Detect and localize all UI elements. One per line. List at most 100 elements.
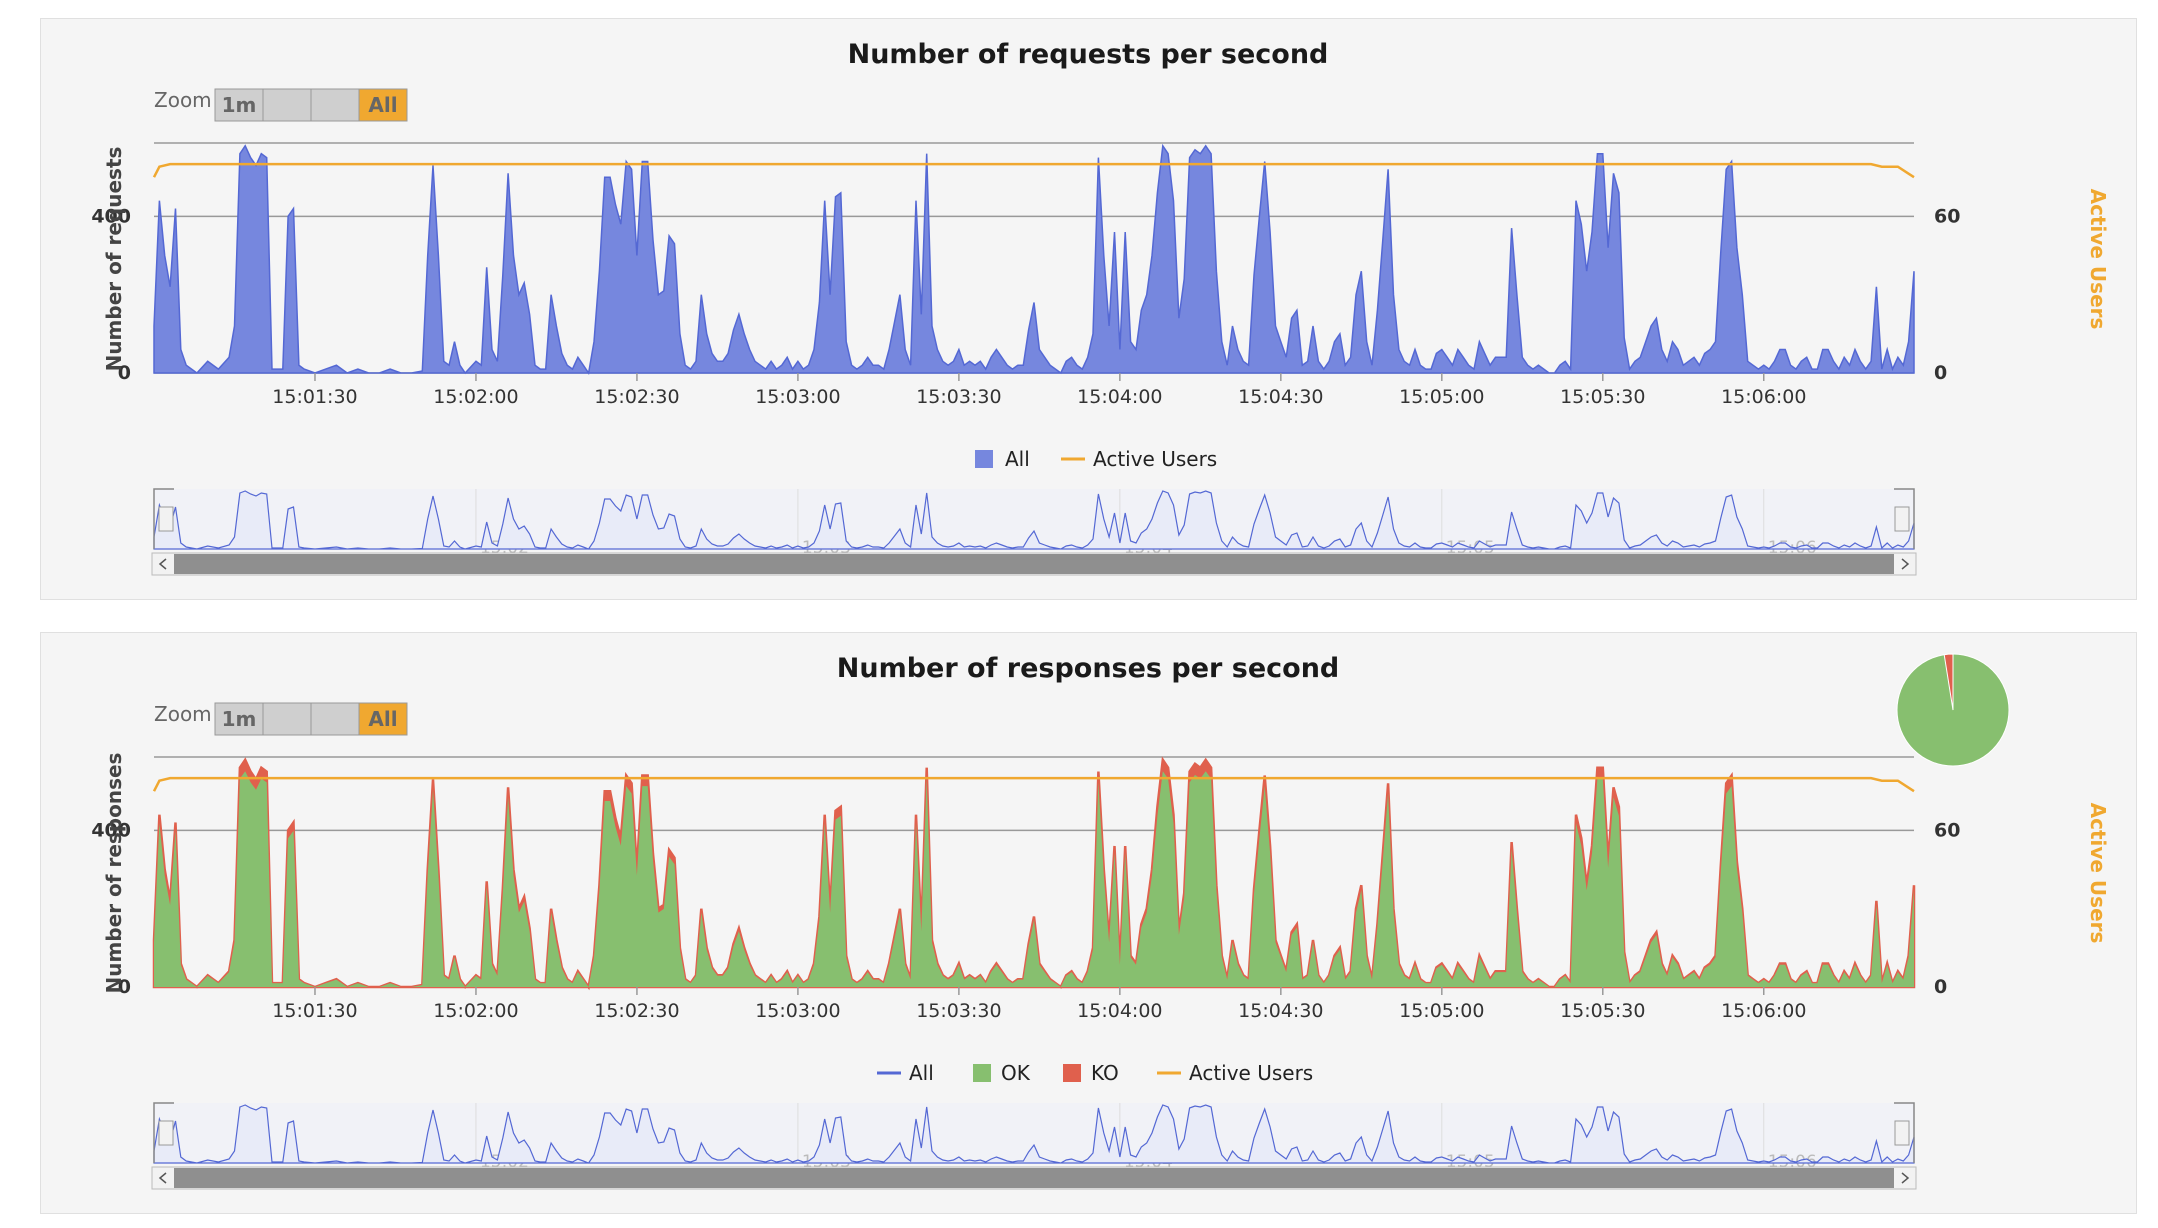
scrollbar-left-arrow-icon[interactable] bbox=[158, 558, 167, 570]
zoom-button-bg[interactable] bbox=[310, 88, 360, 122]
x-tick-label: 15:05:30 bbox=[1560, 386, 1645, 408]
zoom-button-bg[interactable] bbox=[262, 88, 312, 122]
series-active-users-line bbox=[152, 162, 1915, 179]
x-tick-label: 15:04:30 bbox=[1238, 386, 1323, 408]
zoom-button-bg[interactable] bbox=[358, 702, 408, 736]
zoom-button-bg[interactable] bbox=[262, 702, 312, 736]
x-tick-label: 15:01:30 bbox=[272, 1000, 357, 1022]
legend: All Active Users bbox=[975, 447, 1217, 471]
zoom-button-bg[interactable] bbox=[214, 702, 264, 736]
requests-chart: Number of requests per second Zoom 1m All 0 4… bbox=[91, 39, 2110, 576]
pie-slice-ko bbox=[1943, 653, 1954, 711]
x-tick-label: 15:05:30 bbox=[1560, 1000, 1645, 1022]
legend-label-active-users: Active Users bbox=[1093, 447, 1217, 471]
y2-tick-label: 60 bbox=[1934, 819, 1960, 841]
zoom-label: Zoom bbox=[154, 88, 212, 112]
x-tick-label: 15:01:30 bbox=[272, 386, 357, 408]
y-tick-label: 400 bbox=[91, 819, 131, 841]
navigator-outline-left bbox=[153, 1102, 174, 1163]
navigator-outline-right bbox=[1894, 488, 1915, 549]
zoom-label: Zoom bbox=[154, 702, 212, 726]
requests-panel: Number of requests per second Zoom 1m All 0 4… bbox=[40, 18, 2137, 600]
zoom-control: Zoom 1m All bbox=[154, 88, 408, 122]
x-tick-label: 15:03:00 bbox=[755, 1000, 840, 1022]
zoom-button-blank-2[interactable] bbox=[310, 88, 360, 122]
zoom-button-1m[interactable]: 1m bbox=[214, 88, 264, 122]
y2-tick-label: 0 bbox=[1934, 362, 1947, 384]
ok-ko-pie bbox=[1896, 653, 2010, 767]
navigator-series bbox=[153, 490, 1915, 550]
zoom-button-bg[interactable] bbox=[358, 88, 408, 122]
zoom-button-label: All bbox=[368, 93, 397, 117]
scrollbar-left-arrow-icon[interactable] bbox=[158, 1172, 167, 1184]
x-tick-label: 15:03:30 bbox=[916, 1000, 1001, 1022]
x-tick-label: 15:03:00 bbox=[755, 386, 840, 408]
zoom-button-blank-1[interactable] bbox=[262, 88, 312, 122]
zoom-control: Zoom 1m All bbox=[154, 702, 408, 736]
navigator-handle-left[interactable] bbox=[158, 506, 174, 532]
scrollbar-right-arrow-icon[interactable] bbox=[1901, 558, 1910, 570]
legend-label-all: All bbox=[909, 1061, 934, 1085]
responses-panel: Number of responses per second Zoom 1m All 0… bbox=[40, 632, 2137, 1214]
y2-tick-label: 0 bbox=[1934, 976, 1947, 998]
zoom-button-bg[interactable] bbox=[310, 702, 360, 736]
zoom-button-All[interactable]: All bbox=[358, 702, 408, 736]
x-tick-label: 15:05:00 bbox=[1399, 386, 1484, 408]
x-tick-label: 15:06:00 bbox=[1721, 1000, 1806, 1022]
legend-label-ok: OK bbox=[1001, 1061, 1031, 1085]
x-tick-label: 15:02:30 bbox=[594, 386, 679, 408]
legend-swatch-ok bbox=[973, 1064, 991, 1082]
scrollbar-thumb[interactable] bbox=[174, 1168, 1894, 1188]
x-tick-label: 15:02:00 bbox=[433, 1000, 518, 1022]
scrollbar[interactable] bbox=[151, 552, 1917, 576]
chart-title: Number of requests per second bbox=[848, 39, 1329, 70]
scrollbar-thumb[interactable] bbox=[174, 554, 1894, 574]
x-tick-label: 15:02:00 bbox=[433, 386, 518, 408]
legend-swatch-all bbox=[975, 450, 993, 468]
zoom-button-1m[interactable]: 1m bbox=[214, 702, 264, 736]
legend-label-all: All bbox=[1005, 447, 1030, 471]
y-axis-label: Number of responses bbox=[102, 753, 126, 994]
legend-item-ok[interactable]: OK bbox=[973, 1061, 1031, 1085]
y-tick-label: 0 bbox=[118, 362, 131, 384]
zoom-button-label: 1m bbox=[222, 707, 257, 731]
y2-tick-label: 60 bbox=[1934, 205, 1960, 227]
scrollbar[interactable] bbox=[151, 1166, 1917, 1190]
zoom-button-bg[interactable] bbox=[214, 88, 264, 122]
x-tick-label: 15:03:30 bbox=[916, 386, 1001, 408]
navigator-handle-right[interactable] bbox=[1894, 506, 1910, 532]
responses-chart: Number of responses per second Zoom 1m All 0… bbox=[91, 653, 2110, 1190]
legend-item-active-users[interactable]: Active Users bbox=[1157, 1061, 1313, 1085]
legend-item-ko[interactable]: KO bbox=[1063, 1061, 1119, 1085]
y2-axis-label: Active Users bbox=[2086, 803, 2110, 944]
chart-title: Number of responses per second bbox=[837, 653, 1340, 684]
legend-item-all[interactable]: All bbox=[877, 1061, 934, 1085]
navigator-outline-right bbox=[1894, 1102, 1915, 1163]
series-active-users-line bbox=[152, 776, 1915, 793]
series-all-area bbox=[153, 143, 1915, 375]
legend-item-all[interactable]: All bbox=[975, 447, 1030, 471]
navigator-handle-left[interactable] bbox=[158, 1120, 174, 1146]
legend-swatch-ko bbox=[1063, 1064, 1081, 1082]
series-ok-area bbox=[154, 771, 1914, 987]
scrollbar-right-arrow-icon[interactable] bbox=[1901, 1172, 1910, 1184]
legend-item-active-users[interactable]: Active Users bbox=[1061, 447, 1217, 471]
zoom-button-All[interactable]: All bbox=[358, 88, 408, 122]
x-tick-label: 15:04:00 bbox=[1077, 1000, 1162, 1022]
navigator-series bbox=[153, 1104, 1915, 1164]
legend: All OK KO Active Users bbox=[877, 1061, 1313, 1085]
y-tick-label: 0 bbox=[118, 976, 131, 998]
x-tick-label: 15:04:00 bbox=[1077, 386, 1162, 408]
navigator-handle-right[interactable] bbox=[1894, 1120, 1910, 1146]
zoom-button-blank-1[interactable] bbox=[262, 702, 312, 736]
zoom-button-label: 1m bbox=[222, 93, 257, 117]
x-tick-label: 15:06:00 bbox=[1721, 386, 1806, 408]
navigator-outline-left bbox=[153, 488, 174, 549]
legend-label-ko: KO bbox=[1091, 1061, 1119, 1085]
legend-label-active-users: Active Users bbox=[1189, 1061, 1313, 1085]
y-tick-label: 400 bbox=[91, 205, 131, 227]
x-tick-label: 15:02:30 bbox=[594, 1000, 679, 1022]
zoom-button-blank-2[interactable] bbox=[310, 702, 360, 736]
